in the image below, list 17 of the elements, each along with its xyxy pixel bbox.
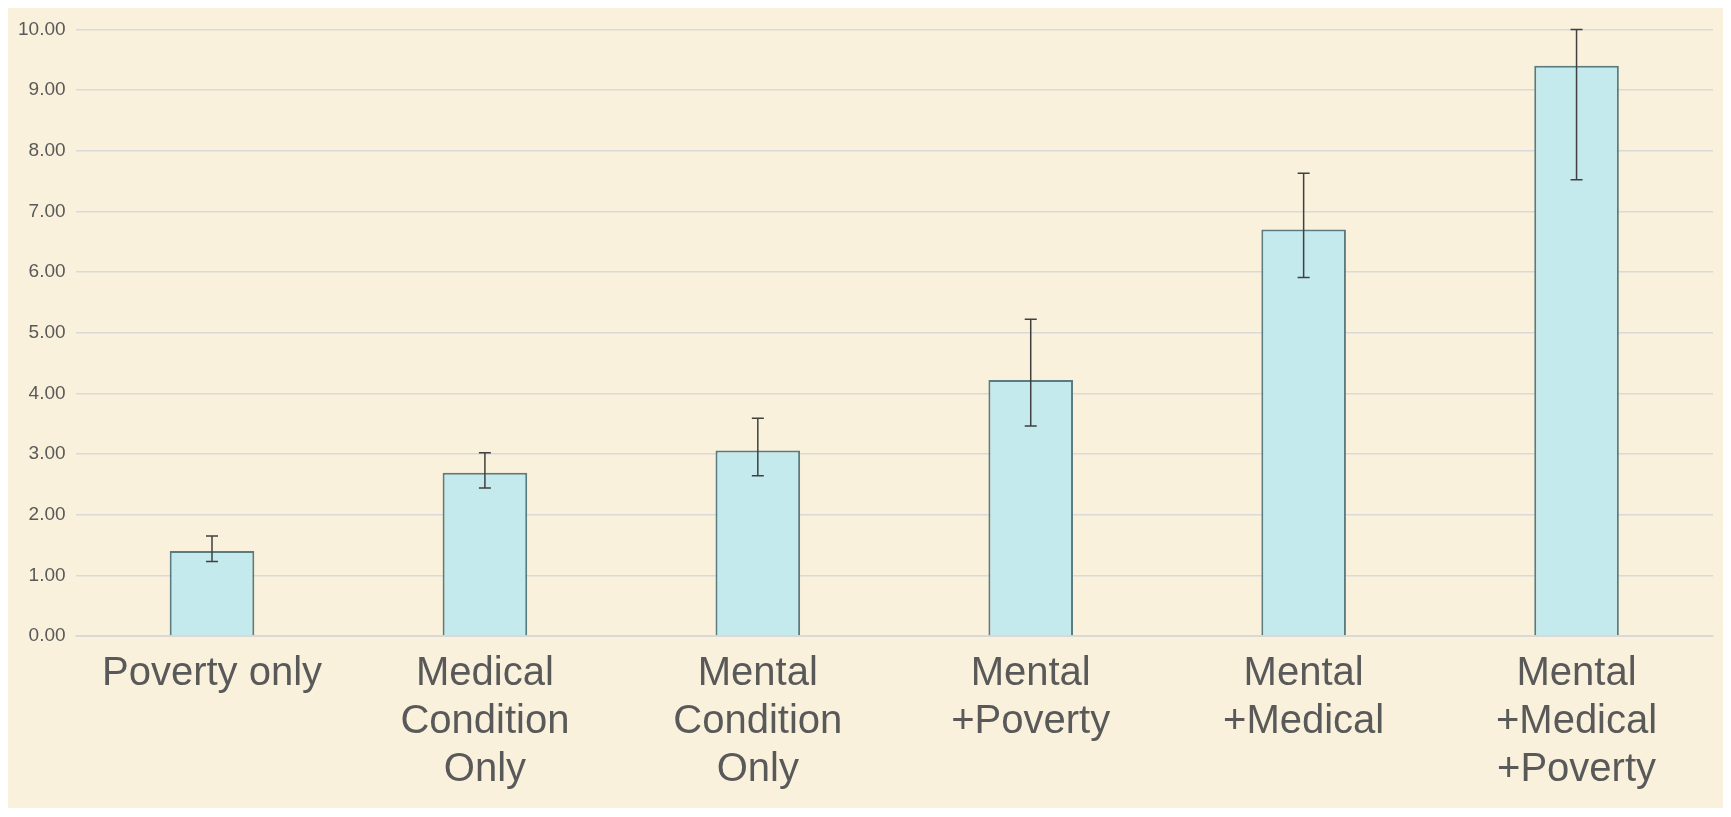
y-tick-label: 3.00 <box>28 442 66 464</box>
x-tick-label: Mental Condition Only <box>673 649 843 790</box>
y-tick-label: 5.00 <box>28 320 66 342</box>
x-tick-label: Poverty only <box>101 649 323 694</box>
x-tick-label: Mental +Medical <box>1223 649 1385 742</box>
y-tick-label: 9.00 <box>28 78 66 100</box>
y-tick-label: 8.00 <box>28 138 66 160</box>
y-tick-label: 2.00 <box>28 502 66 524</box>
x-tick-label: Mental +Medical +Poverty <box>1495 649 1658 790</box>
y-tick-label: 1.00 <box>28 563 66 585</box>
y-tick-label: 0.00 <box>28 624 66 646</box>
y-tick-label: 6.00 <box>28 260 66 282</box>
y-tick-label: 7.00 <box>28 199 66 221</box>
x-tick-label: Mental +Poverty <box>951 649 1111 742</box>
y-tick-label: 10.00 <box>18 17 66 39</box>
x-tick-label: Medical Condition Only <box>400 649 570 790</box>
y-tick-label: 4.00 <box>28 381 66 403</box>
